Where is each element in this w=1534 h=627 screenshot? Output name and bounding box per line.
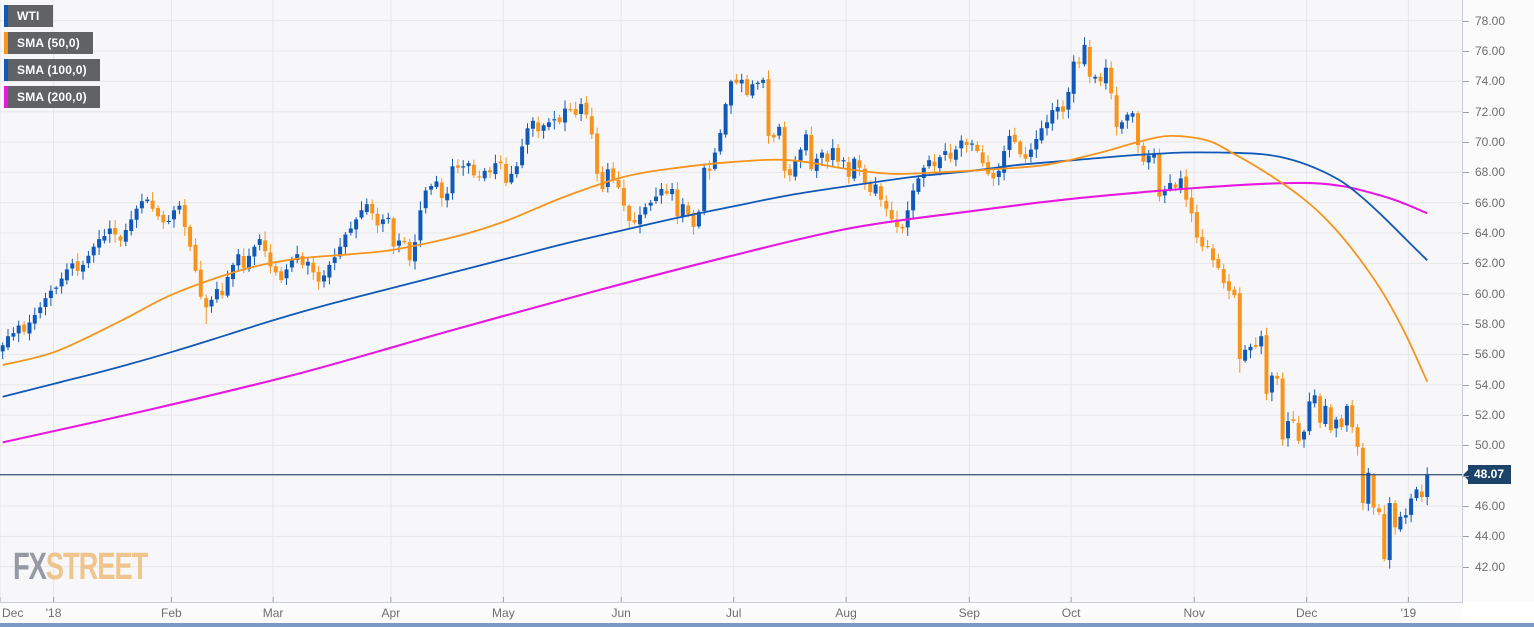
price-axis-tick (1463, 293, 1469, 295)
series-color-swatch (4, 32, 8, 54)
time-axis[interactable]: Dec '18 Feb Mar Apr May Jun Jul Aug Sep Oct Nov Dec '… (0, 603, 1462, 622)
price-axis-label: 70.00 (1475, 135, 1506, 149)
price-axis-tick (1463, 566, 1469, 568)
watermark-street: STREET (45, 546, 149, 588)
price-axis-label: 52.00 (1475, 408, 1506, 423)
series-color-swatch (4, 5, 8, 27)
time-axis-label: Dec (2, 606, 24, 620)
time-axis-label: Nov (1183, 606, 1205, 620)
legend-item-sma50[interactable]: SMA (50,0) (4, 32, 93, 54)
series-color-swatch (4, 86, 8, 108)
price-axis-label: 54.00 (1475, 377, 1506, 392)
price-axis-label: 78.00 (1475, 13, 1506, 28)
last-price-value: 48.07 (1474, 467, 1505, 482)
price-axis-label: 46.00 (1475, 499, 1506, 514)
price-axis-tick (1463, 20, 1469, 22)
time-axis-label: Mar (262, 606, 284, 620)
price-axis-label: 62.00 (1475, 256, 1506, 271)
legend-item-label: SMA (200,0) (17, 90, 87, 104)
price-axis-tick (1463, 111, 1469, 113)
price-axis-tick (1463, 172, 1469, 174)
price-axis-tick (1463, 81, 1469, 83)
price-axis-label: 64.00 (1475, 226, 1506, 240)
price-axis-label: 56.00 (1475, 347, 1506, 362)
series-color-swatch (4, 59, 8, 81)
price-axis-tick (1463, 354, 1469, 356)
price-axis-tick (1463, 51, 1469, 52)
candlestick-chart[interactable] (0, 0, 1462, 602)
price-axis-tick (1463, 233, 1469, 234)
last-price-tag: 48.07 (1462, 465, 1512, 485)
time-axis-label: Apr (381, 606, 401, 620)
price-axis-tick (1463, 142, 1469, 143)
legend-item-label: SMA (100,0) (17, 63, 87, 77)
price-axis-tick (1463, 263, 1469, 265)
price-axis-label: 44.00 (1475, 529, 1506, 544)
price-axis-tick (1463, 506, 1469, 508)
legend: WTI SMA (50,0) SMA (100,0) SMA (200,0) (4, 5, 100, 113)
price-axis-label: 74.00 (1475, 74, 1506, 89)
time-axis-label: May (492, 606, 515, 620)
price-axis-tick (1463, 202, 1469, 204)
legend-item-sma100[interactable]: SMA (100,0) (4, 59, 100, 81)
time-axis-label: Jun (611, 606, 631, 620)
price-axis-label: 42.00 (1475, 559, 1506, 574)
time-axis-label: Feb (161, 606, 182, 620)
time-axis-label: Aug (835, 606, 857, 620)
legend-item-sma200[interactable]: SMA (200,0) (4, 86, 100, 108)
fxstreet-watermark: FXSTREET (13, 546, 149, 589)
legend-item-wti[interactable]: WTI (4, 5, 53, 27)
price-axis-tick (1463, 445, 1469, 447)
time-axis-label: Jul (726, 606, 742, 620)
watermark-fx: FX (13, 546, 47, 588)
time-axis-label: '19 (1400, 606, 1417, 620)
price-axis-tick (1463, 536, 1469, 538)
bottom-accent-bar (0, 623, 1534, 627)
price-axis-tick (1463, 324, 1469, 325)
time-axis-label: Sep (958, 606, 980, 620)
price-axis[interactable]: 48.07 42.00 44.00 46.00 50.00 52.00 54.00 56.0… (1462, 0, 1534, 602)
price-axis-label: 50.00 (1475, 438, 1506, 453)
price-axis-label: 72.00 (1475, 104, 1506, 119)
price-axis-label: 60.00 (1475, 286, 1506, 301)
time-axis-label: '18 (45, 606, 62, 620)
price-axis-label: 66.00 (1475, 195, 1506, 210)
price-axis-tick (1463, 415, 1469, 417)
price-axis-label: 58.00 (1475, 317, 1506, 331)
chart-canvas[interactable]: WTI SMA (50,0) SMA (100,0) SMA (200,0) F… (0, 0, 1463, 603)
legend-item-label: WTI (17, 9, 40, 23)
price-axis-tick (1463, 475, 1469, 477)
legend-item-label: SMA (50,0) (17, 36, 80, 50)
price-axis-tick (1463, 384, 1469, 386)
time-axis-label: Dec (1296, 606, 1318, 620)
price-axis-label: 76.00 (1475, 44, 1506, 58)
time-axis-label: Oct (1061, 606, 1081, 620)
price-axis-label: 68.00 (1475, 165, 1506, 180)
